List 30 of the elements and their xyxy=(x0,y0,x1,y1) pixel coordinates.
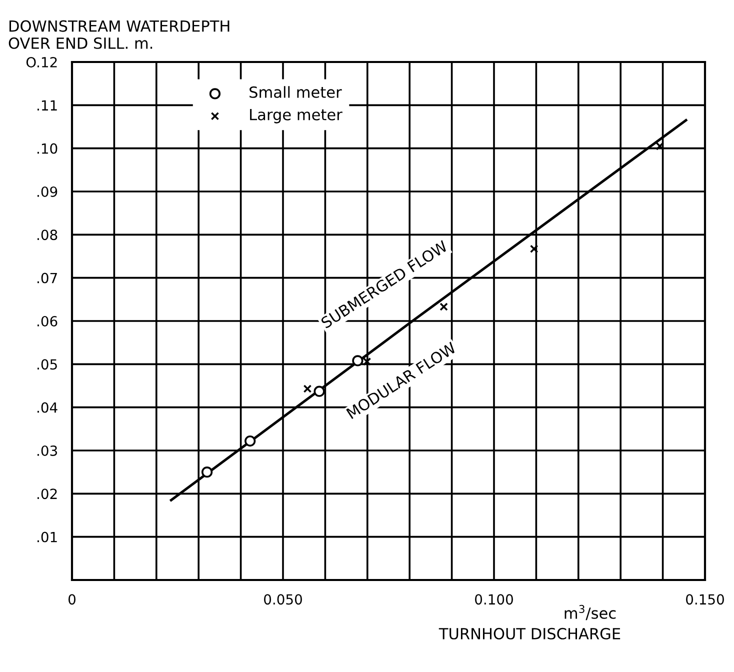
point xyxy=(352,355,364,366)
x-tick-label: 0 xyxy=(68,594,76,605)
y-tick-label: .03 xyxy=(38,445,57,456)
y-axis-title: DOWNSTREAM WATERDEPTH OVER END SILL. m. xyxy=(8,20,230,49)
y-tick-label: .01 xyxy=(38,532,57,542)
point xyxy=(440,302,448,311)
y-tick-label: .09 xyxy=(38,186,58,197)
point xyxy=(530,244,538,254)
x-tick-label: 0.100 xyxy=(475,594,513,605)
point xyxy=(656,142,664,150)
legend-label: Small meter xyxy=(250,86,342,98)
y-tick-label: O.12 xyxy=(26,56,57,68)
y-tick-label: .02 xyxy=(38,488,57,500)
y-tick-label: .11 xyxy=(38,100,57,110)
x-axis-title: TURNHOUT DISCHARGE xyxy=(438,628,620,640)
legend-label: Large meter xyxy=(250,109,342,124)
y-tick-label: .06 xyxy=(38,316,58,326)
point xyxy=(362,357,372,366)
x-tick-label: 0.050 xyxy=(264,594,302,605)
y-tick-label: .08 xyxy=(38,230,58,240)
y-tick-label: .04 xyxy=(38,402,58,413)
text: m$^{3}$/sec xyxy=(564,604,616,620)
point xyxy=(314,386,325,397)
y-tick-label: .05 xyxy=(38,359,57,370)
point xyxy=(303,384,312,393)
point xyxy=(244,435,256,447)
y-tick-label: .10 xyxy=(38,143,58,154)
point xyxy=(201,466,213,478)
y-tick-label: .07 xyxy=(38,272,57,284)
x-tick-label: 0.150 xyxy=(686,594,724,605)
